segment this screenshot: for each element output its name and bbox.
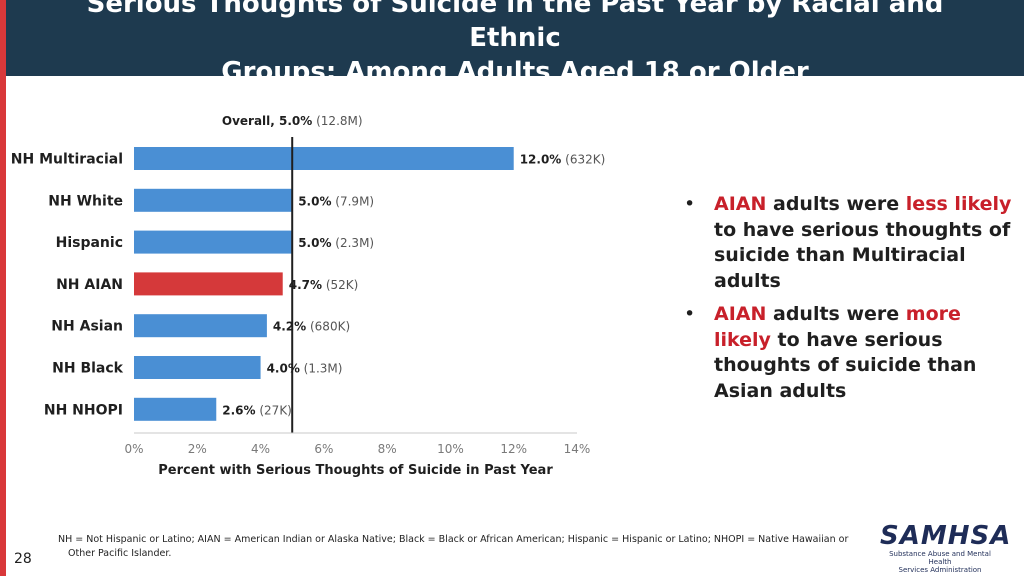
data-label: 4.7% (52K) xyxy=(289,278,359,292)
bar-nh-nhopi xyxy=(134,397,217,421)
category-label: NH NHOPI xyxy=(44,402,123,418)
overall-reference-label: Overall, 5.0% (12.8M) xyxy=(222,114,363,128)
slide-title-line1: Serious Thoughts of Suicide in the Past … xyxy=(86,0,944,53)
logo-wordmark: SAMHSA xyxy=(880,521,1012,551)
bullet-highlight: AIAN xyxy=(714,303,767,325)
category-label: NH White xyxy=(48,193,123,209)
bullet-item: • AIAN adults were more likely to have se… xyxy=(684,302,1014,404)
logo-subtext-1: Substance Abuse and Mental Health xyxy=(889,550,991,566)
bullet-text-part: adults were xyxy=(766,193,906,215)
bar-nh-asian xyxy=(134,314,267,338)
data-label: 4.2% (680K) xyxy=(273,320,350,334)
x-axis-title: Percent with Serious Thoughts of Suicide… xyxy=(158,463,553,478)
bar-nh-white xyxy=(134,188,293,212)
bullet-highlight: less likely xyxy=(905,193,1012,215)
x-tick-label: 4% xyxy=(251,442,270,456)
bullet-highlight: more likely xyxy=(714,303,961,351)
logo-subtext-2: Services Administration xyxy=(898,566,982,574)
x-tick-label: 2% xyxy=(188,442,207,456)
footnote: NH = Not Hispanic or Latino; AIAN = Amer… xyxy=(58,533,858,561)
x-tick-label: 0% xyxy=(124,442,143,456)
data-label: 5.0% (2.3M) xyxy=(298,236,374,250)
category-label: Hispanic xyxy=(56,235,123,251)
slide-title: Serious Thoughts of Suicide in the Past … xyxy=(65,0,965,89)
bullet-dot: • xyxy=(684,303,696,325)
data-label: 12.0% (632K) xyxy=(520,153,606,167)
page-number: 28 xyxy=(14,551,32,567)
slide-title-line2: Groups: Among Adults Aged 18 or Older xyxy=(221,57,809,87)
bullet-dot: • xyxy=(684,193,696,215)
bullet-text: AIAN adults were more likely to have ser… xyxy=(714,302,1014,404)
key-findings-list: • AIAN adults were less likely to have se… xyxy=(684,192,1014,412)
data-label: 4.0% (1.3M) xyxy=(267,362,343,376)
category-label: NH Asian xyxy=(51,319,123,335)
bullet-item: • AIAN adults were less likely to have se… xyxy=(684,192,1014,294)
bullet-text: AIAN adults were less likely to have ser… xyxy=(714,192,1014,294)
x-tick-label: 8% xyxy=(378,442,397,456)
x-tick-label: 14% xyxy=(564,442,591,456)
footnote-line1: NH = Not Hispanic or Latino; AIAN = Amer… xyxy=(58,534,849,545)
bullet-text-part: to have serious thoughts of suicide than… xyxy=(714,328,977,402)
slide-header: Serious Thoughts of Suicide in the Past … xyxy=(6,0,1024,87)
category-label: NH Black xyxy=(52,361,124,377)
bullet-text-part: to have serious thoughts of suicide than… xyxy=(714,218,1011,292)
x-tick-label: 12% xyxy=(500,442,527,456)
data-label: 2.6% (27K) xyxy=(222,403,292,417)
bar-hispanic xyxy=(134,230,293,254)
bar-chart: NH Multiracial 12.0% (632K) NH White 5.0% (… xyxy=(11,114,606,478)
x-tick-label: 10% xyxy=(437,442,464,456)
data-label: 5.0% (7.9M) xyxy=(298,194,374,208)
x-tick-label: 6% xyxy=(314,442,333,456)
category-label: NH AIAN xyxy=(56,277,123,293)
bar-nh-black xyxy=(134,356,261,379)
bullet-highlight: AIAN xyxy=(714,193,767,215)
footnote-line2: Other Pacific Islander. xyxy=(68,548,172,559)
category-label: NH Multiracial xyxy=(11,152,123,168)
left-accent-bar xyxy=(0,0,6,576)
bullet-text-part: adults were xyxy=(766,303,906,325)
bar-nh-aian xyxy=(134,272,283,296)
samhsa-logo: SAMHSA Substance Abuse and Mental Health… xyxy=(880,521,1012,574)
bar-nh-multiracial xyxy=(134,147,514,170)
